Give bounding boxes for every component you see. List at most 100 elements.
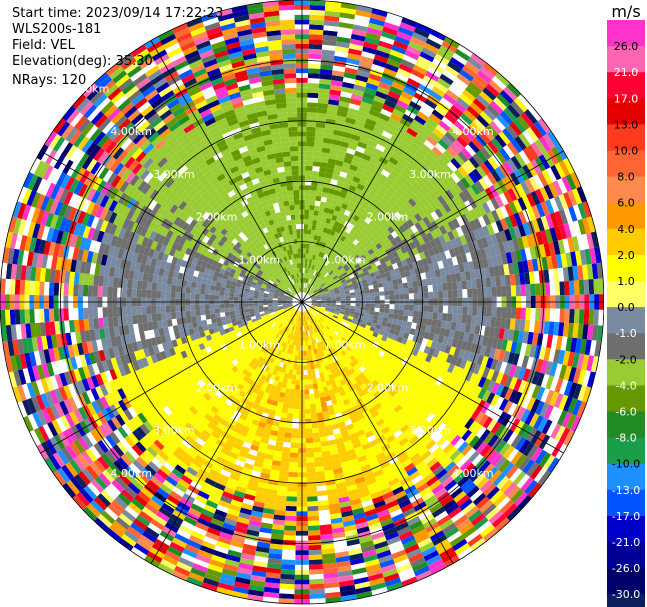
velocity-cell [359,290,365,295]
velocity-cell [545,214,555,229]
velocity-cell [541,256,549,271]
velocity-cell [417,55,433,67]
velocity-cell [337,251,344,258]
velocity-cell [342,182,351,190]
velocity-cell [315,471,325,477]
velocity-cell [333,231,340,238]
velocity-cell [468,156,480,169]
velocity-cell [307,374,313,380]
velocity-cell [472,98,487,112]
velocity-cell [563,207,573,224]
velocity-cell [313,289,318,294]
velocity-cell [323,20,339,27]
velocity-cell [351,279,358,285]
velocity-cell [362,170,372,178]
velocity-cell [311,264,315,270]
velocity-cell [351,251,358,258]
velocity-cell [491,307,497,318]
velocity-cell [374,249,381,257]
velocity-cell [577,265,584,281]
velocity-cell [339,218,347,225]
velocity-cell [491,255,499,267]
velocity-cell [562,267,570,282]
velocity-cell [461,280,468,290]
velocity-cell [350,295,356,299]
velocity-cell [312,215,318,221]
velocity-cell [476,94,490,108]
velocity-cell [302,287,304,293]
velocity-cell [527,105,542,122]
velocity-cell [455,236,463,247]
velocity-cell [376,278,383,284]
velocity-cell [308,68,321,74]
velocity-cell [340,253,346,260]
velocity-cell [546,255,554,270]
velocity-cell [384,99,397,109]
velocity-cell [372,126,384,135]
velocity-cell [342,264,349,270]
velocity-cell [582,217,591,234]
velocity-cell [332,253,338,260]
velocity-cell [303,238,307,244]
velocity-cell [324,265,329,272]
velocity-cell [421,47,437,58]
velocity-cell [502,144,515,159]
velocity-cell [382,244,390,252]
velocity-cell [308,559,323,565]
velocity-cell [576,186,587,203]
velocity-cell [500,275,506,287]
velocity-cell [502,241,511,254]
velocity-cell [405,210,415,219]
velocity-cell [305,288,309,294]
velocity-cell [318,280,324,286]
velocity-cell [355,241,363,249]
velocity-cell [410,36,426,47]
velocity-cell [442,69,457,82]
velocity-cell [310,190,317,196]
velocity-cell [355,235,363,242]
velocity-cell [420,272,427,280]
velocity-cell [400,59,416,69]
velocity-cell [388,117,400,127]
velocity-cell [285,501,297,507]
velocity-cell [306,141,315,147]
velocity-cell [340,91,352,99]
velocity-cell [315,466,325,472]
velocity-cell [434,227,443,237]
velocity-cell [446,282,453,291]
velocity-cell [302,300,307,302]
velocity-cell [426,278,433,286]
velocity-cell [379,239,387,247]
velocity-cell [375,49,390,59]
velocity-cell [342,271,348,277]
velocity-cell [543,242,551,257]
velocity-cell [316,220,322,227]
velocity-cell [304,399,310,405]
velocity-cell [340,235,347,242]
velocity-cell [314,141,323,148]
velocity-cell [316,256,321,262]
velocity-cell [383,221,391,230]
velocity-cell [307,268,310,274]
velocity-cell [372,238,380,246]
velocity-cell [413,239,421,248]
velocity-cell [333,189,341,197]
velocity-cell [362,282,369,288]
velocity-cell [333,129,343,137]
velocity-cell [336,272,343,278]
velocity-cell [324,290,330,294]
velocity-cell [309,588,325,595]
velocity-cell [332,275,339,280]
velocity-cell [351,225,359,233]
velocity-cell [363,122,375,131]
velocity-cell [581,233,590,250]
velocity-cell [365,32,381,41]
velocity-cell [304,263,308,269]
velocity-cell [428,305,434,313]
velocity-cell [343,237,350,244]
velocity-cell [509,121,523,136]
velocity-cell [310,229,316,235]
velocity-cell [286,496,297,502]
velocity-cell [398,288,404,295]
velocity-cell [362,127,373,136]
